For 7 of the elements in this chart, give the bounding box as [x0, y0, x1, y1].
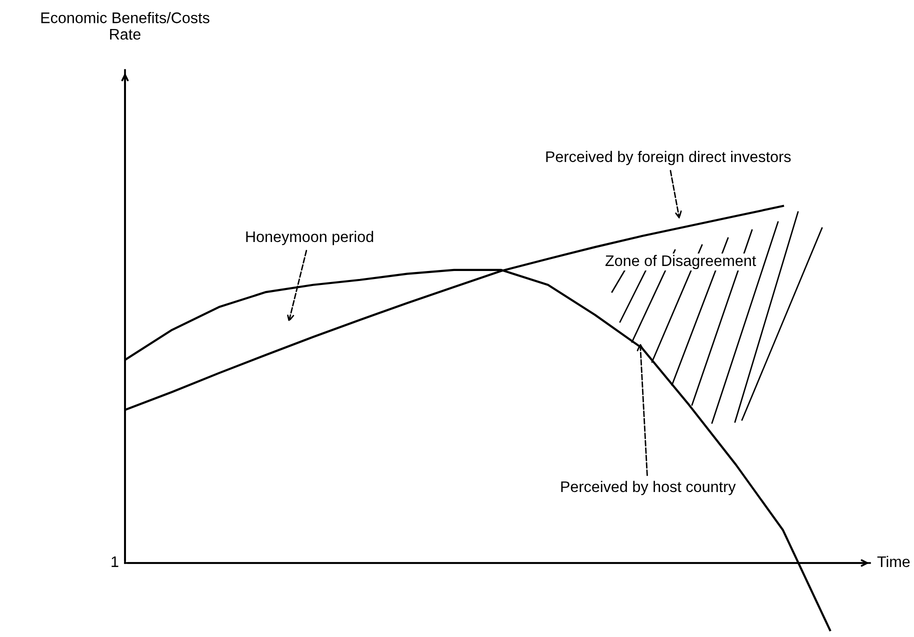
x-axis-title: Time [877, 556, 910, 568]
text: Economic Benefits/Costs Rate [41, 12, 210, 40]
text: 1 [112, 556, 118, 567]
annotation: Honeymoon period [246, 230, 374, 246]
annotation: Zone of Disagreement [605, 254, 756, 270]
series-label: Perceived by host country [561, 480, 736, 496]
text: Perceived by foreign direct investors [546, 150, 791, 166]
